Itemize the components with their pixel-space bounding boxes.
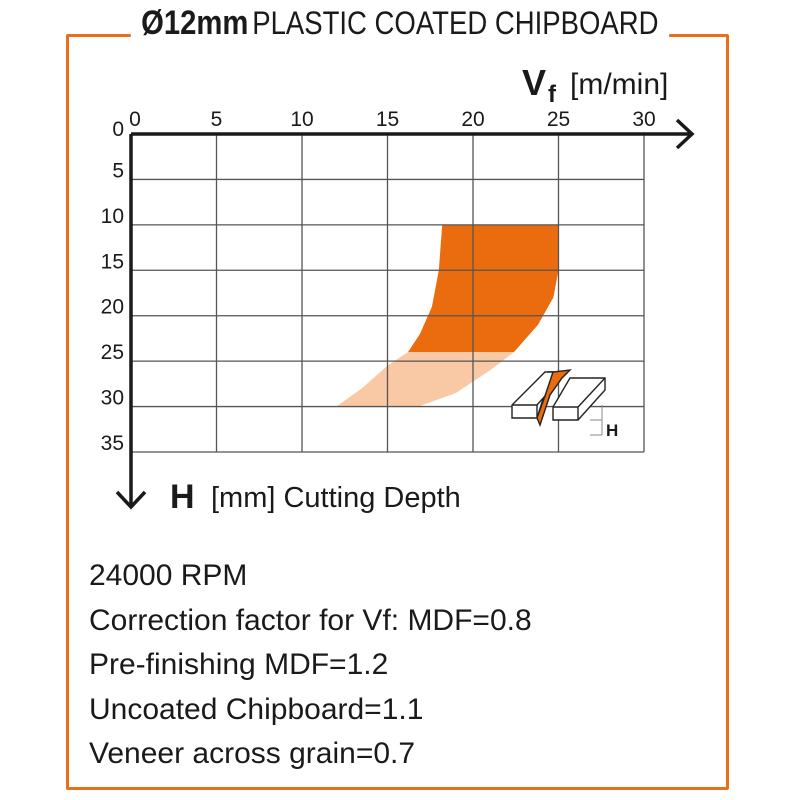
inset-h-label: H: [606, 421, 618, 440]
x-axis-arrow-icon: [675, 118, 695, 150]
y-tick-label: 30: [101, 387, 124, 410]
x-tick-label: 20: [461, 108, 484, 131]
region-dark: [408, 224, 559, 353]
x-tick-label: 10: [290, 108, 313, 131]
note-rpm: 24000 RPM: [89, 559, 248, 592]
y-tick-label: 15: [101, 250, 124, 273]
region-light: [336, 352, 515, 407]
notes: 24000 RPM Correction factor for Vf: MDF=…: [89, 554, 532, 777]
note-correction-mdf: Correction factor for Vf: MDF=0.8: [89, 603, 532, 637]
x-tick-label: 30: [632, 108, 655, 131]
y-axis-arrow-icon: [115, 490, 147, 510]
x-axis-symbol: V: [522, 62, 546, 103]
title-material: PLASTIC COATED CHIPBOARD: [252, 5, 659, 41]
x-axis-subscript: f: [548, 81, 557, 108]
y-tick-label: 5: [112, 159, 124, 182]
y-tick-label: 20: [101, 296, 124, 319]
y-tick-label: 25: [101, 341, 124, 364]
x-tick-label: 25: [547, 108, 570, 131]
note-veneer: Veneer across grain=0.7: [89, 737, 416, 770]
y-tick-label: 35: [101, 432, 124, 455]
y-tick-label: 0: [112, 118, 124, 141]
x-axis-unit: [m/min]: [570, 68, 668, 101]
cutting-depth-inset-icon: H: [511, 369, 618, 440]
x-tick-label: 5: [211, 108, 223, 131]
note-prefinishing-mdf: Pre-finishing MDF=1.2: [89, 648, 389, 681]
title-diameter: Ø12mm: [141, 4, 249, 42]
x-tick-label: 15: [376, 108, 399, 131]
x-tick-label: 0: [129, 108, 141, 131]
note-uncoated-chipboard: Uncoated Chipboard=1.1: [89, 692, 424, 726]
y-tick-label: 10: [101, 205, 124, 228]
y-axis-label: H [mm] Cutting Depth: [170, 478, 461, 516]
y-axis-symbol: H: [170, 478, 195, 516]
x-axis-label: V f [m/min]: [522, 62, 668, 108]
chart-title: Ø12mm PLASTIC COATED CHIPBOARD: [0, 4, 800, 43]
y-axis-unit: [mm] Cutting Depth: [211, 482, 461, 514]
